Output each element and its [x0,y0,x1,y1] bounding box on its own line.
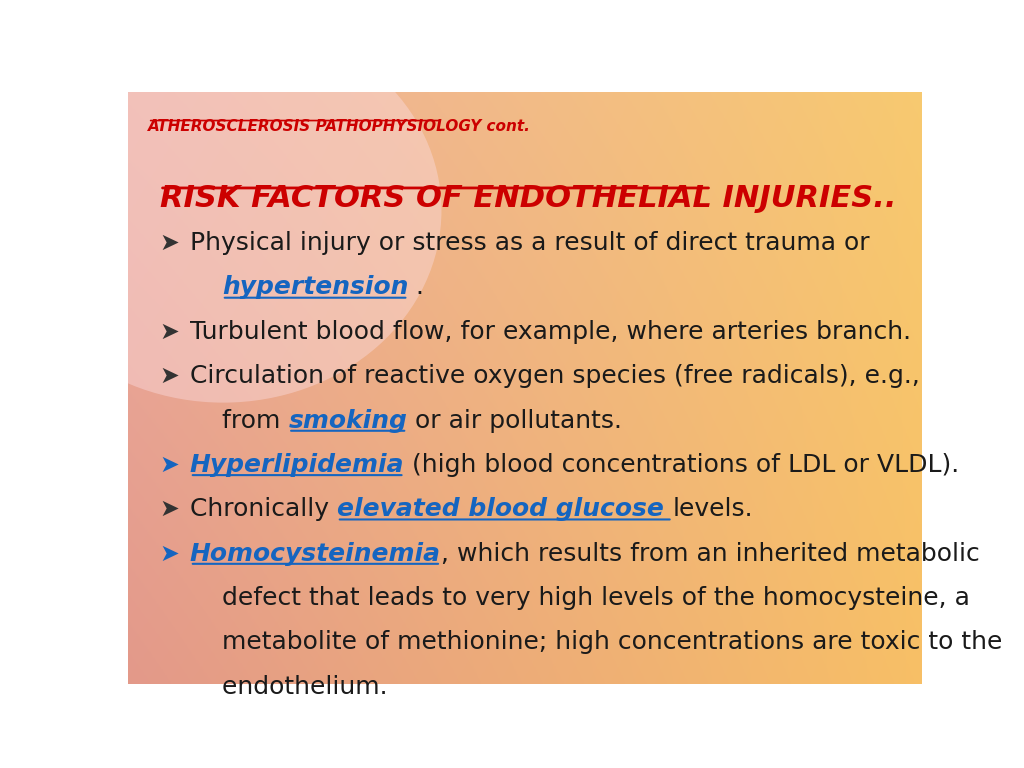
Text: smoking: smoking [289,409,408,432]
Text: metabolite of methionine; high concentrations are toxic to the: metabolite of methionine; high concentra… [189,631,1002,654]
Text: ➤: ➤ [160,453,179,477]
Text: ➤: ➤ [160,364,179,388]
Text: levels.: levels. [673,497,753,521]
Text: hypertension: hypertension [222,276,409,300]
Text: , which results from an inherited metabolic: , which results from an inherited metabo… [441,541,980,565]
Text: RISK FACTORS OF ENDOTHELIAL INJURIES..: RISK FACTORS OF ENDOTHELIAL INJURIES.. [160,184,896,213]
Text: Chronically: Chronically [189,497,337,521]
Text: Turbulent blood flow, for example, where arteries branch.: Turbulent blood flow, for example, where… [189,319,911,344]
Text: ➤: ➤ [160,231,179,255]
Text: endothelium.: endothelium. [189,674,387,699]
Text: Physical injury or stress as a result of direct trauma or: Physical injury or stress as a result of… [189,231,869,255]
Text: ➤: ➤ [160,497,179,521]
Text: from: from [189,409,289,432]
Text: defect that leads to very high levels of the homocysteine, a: defect that leads to very high levels of… [189,586,970,610]
Text: or air pollutants.: or air pollutants. [408,409,623,432]
Text: Circulation of reactive oxygen species (free radicals), e.g.,: Circulation of reactive oxygen species (… [189,364,920,388]
Text: ATHEROSCLEROSIS PATHOPHYSIOLOGY cont.: ATHEROSCLEROSIS PATHOPHYSIOLOGY cont. [147,119,530,134]
Text: Hyperlipidemia: Hyperlipidemia [189,453,404,477]
Text: ➤: ➤ [160,541,179,565]
Text: .: . [409,276,424,300]
Text: ➤: ➤ [160,319,179,344]
Text: (high blood concentrations of LDL or VLDL).: (high blood concentrations of LDL or VLD… [404,453,959,477]
Ellipse shape [5,18,441,402]
Text: Homocysteinemia: Homocysteinemia [189,541,441,565]
Text: elevated blood glucose: elevated blood glucose [337,497,673,521]
